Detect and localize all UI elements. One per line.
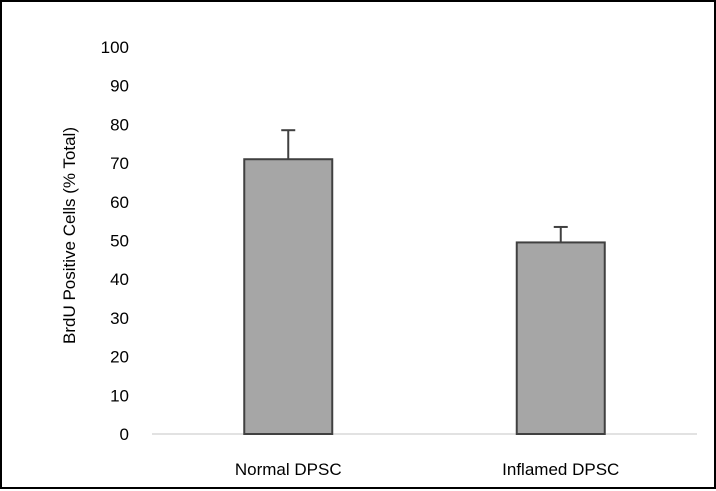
- bar-normal-dpsc: [243, 158, 334, 435]
- y-tick-label: 0: [120, 425, 129, 444]
- error-bar: [281, 129, 296, 160]
- y-tick-label: 50: [110, 232, 129, 251]
- y-tick-label: 80: [110, 115, 129, 134]
- x-category-label: Inflamed DPSC: [502, 460, 619, 479]
- y-tick-label: 70: [110, 154, 129, 173]
- x-category-label: Normal DPSC: [235, 460, 342, 479]
- x-axis-category-labels: Normal DPSC Inflamed DPSC: [235, 460, 619, 479]
- y-tick-label: 100: [101, 38, 129, 57]
- y-tick-label: 40: [110, 270, 129, 289]
- error-bar: [553, 225, 568, 243]
- y-tick-label: 10: [110, 386, 129, 405]
- y-axis-ticks: 0 10 20 30 40 50 60 70 80 90 100: [101, 38, 129, 444]
- y-axis-title: BrdU Positive Cells (% Total): [60, 127, 79, 344]
- y-tick-label: 30: [110, 309, 129, 328]
- y-tick-label: 90: [110, 77, 129, 96]
- error-bars: [281, 129, 568, 243]
- bar-inflamed-dpsc: [515, 241, 606, 435]
- y-tick-label: 60: [110, 193, 129, 212]
- bars: [243, 158, 606, 435]
- y-tick-label: 20: [110, 348, 129, 367]
